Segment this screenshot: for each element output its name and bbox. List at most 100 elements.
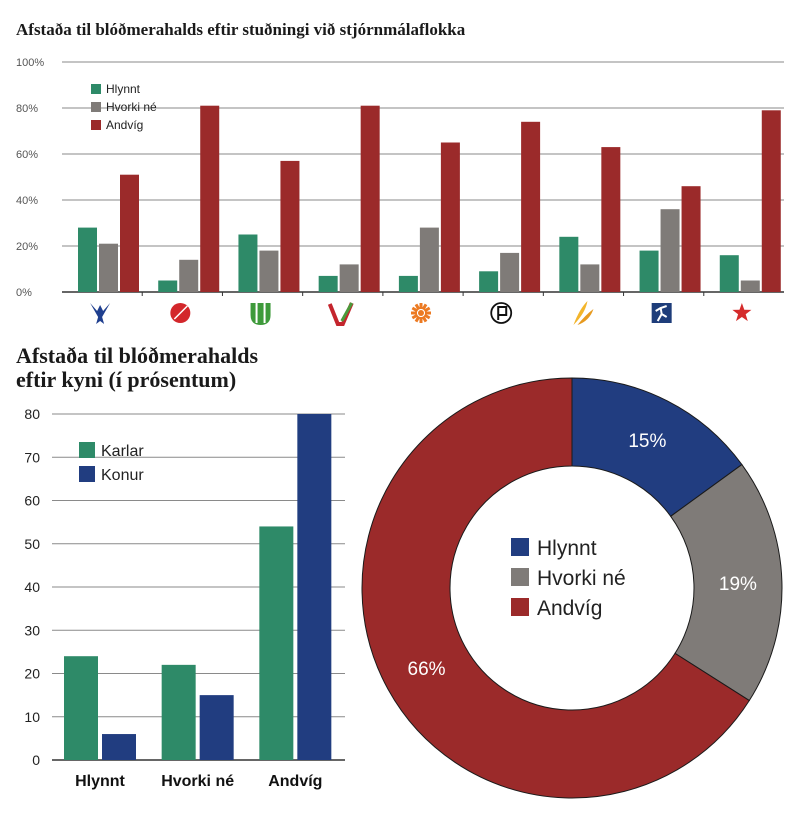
legend-swatch <box>511 598 529 616</box>
legend-label: Hlynnt <box>106 82 141 96</box>
y-tick-label: 80 <box>24 406 40 422</box>
bar-hvorki-né <box>99 243 118 292</box>
bar-andvíg <box>280 160 300 292</box>
sun-ray <box>411 313 419 320</box>
y-tick-label: 60% <box>16 149 38 161</box>
bar-karlar <box>259 526 294 760</box>
y-tick-label: 70 <box>24 449 40 465</box>
red-circle-icon <box>170 303 191 323</box>
red-star-icon <box>732 303 752 322</box>
sun-ray <box>421 303 428 311</box>
bar-hvorki-né <box>740 280 760 292</box>
legend-swatch <box>91 120 101 130</box>
legend-swatch <box>79 442 95 458</box>
donut-slice-andvíg <box>361 377 751 799</box>
y-tick-label: 20% <box>16 241 38 253</box>
bar-karlar <box>64 656 98 760</box>
bar-hvorki-né <box>339 264 359 292</box>
y-tick-label: 60 <box>24 493 40 509</box>
bar-hlynnt <box>479 271 499 292</box>
bar-konur <box>199 695 234 760</box>
sun-ray <box>421 315 428 323</box>
slice-label: 15% <box>628 431 666 452</box>
sun-core <box>418 310 424 316</box>
bar-andvíg <box>521 121 541 292</box>
falcon-shape <box>90 303 111 324</box>
yellow-leaf-a <box>573 301 588 325</box>
bar-konur <box>297 414 332 760</box>
bar-andvíg <box>200 105 220 292</box>
bar-konur <box>102 734 136 760</box>
legend-label: Konur <box>101 467 144 484</box>
orange-sun-icon <box>411 303 431 323</box>
bar-hlynnt <box>639 250 659 292</box>
bar-hvorki-né <box>259 250 279 292</box>
yellow-leaf-b <box>577 309 594 325</box>
bar-hvorki-né <box>179 259 199 292</box>
y-tick-label: 0% <box>16 287 32 299</box>
bar-hlynnt <box>158 280 178 292</box>
legend-swatch <box>511 538 529 556</box>
bar-hvorki-né <box>580 264 600 292</box>
bar-andvíg <box>681 186 701 292</box>
bar-andvíg <box>761 110 781 292</box>
pirate-ring <box>490 302 513 324</box>
legend-label: Andvíg <box>106 118 143 132</box>
green-leaf-lines <box>255 303 266 323</box>
legend-swatch <box>91 84 101 94</box>
legend-label: Hlynnt <box>537 537 597 560</box>
bar-hlynnt <box>78 227 97 292</box>
legend-label: Hvorki né <box>537 567 626 590</box>
bar-hlynnt <box>318 275 338 292</box>
sun-ray <box>411 306 419 313</box>
bar-andvíg <box>120 174 139 292</box>
pirate-flag-shape <box>497 306 508 320</box>
y-tick-label: 80% <box>16 103 38 115</box>
y-tick-label: 40 <box>24 579 40 595</box>
bar-hlynnt <box>398 275 418 292</box>
gender-bar-chart: 80 70 60 50 40 30 20 10 0 Hlynnt Hvorki né Andvíg Ka… <box>24 406 345 790</box>
y-tick-label: 0 <box>32 752 40 768</box>
slice-label: 66% <box>408 659 446 680</box>
x-tick-label: Hlynnt <box>75 773 125 790</box>
sun-ray <box>414 315 421 323</box>
bar-hvorki-né <box>500 252 520 292</box>
legend-label: Hvorki né <box>106 100 157 114</box>
bar-hlynnt <box>238 234 258 292</box>
gender-chart-title: Afstaða til blóðmerahalds eftir kyni (í … <box>16 344 258 392</box>
legend-label: Andvíg <box>537 597 602 620</box>
bar-karlar <box>161 664 196 760</box>
bar-hlynnt <box>559 236 579 292</box>
legend-swatch <box>79 466 95 482</box>
y-tick-label: 100% <box>16 57 44 69</box>
blue-runner-icon <box>651 303 672 323</box>
yellow-leaves-icon <box>573 301 594 325</box>
bar-andvíg <box>440 142 460 292</box>
red-star-shape <box>732 303 752 322</box>
y-tick-label: 40% <box>16 195 38 207</box>
legend-swatch <box>511 568 529 586</box>
x-tick-label: Andvíg <box>268 773 322 790</box>
gender-chart-title-line-2: eftir kyni (í prósentum) <box>16 367 237 392</box>
donut-slice-hvorki-né <box>670 463 783 702</box>
pirate-flag-icon <box>490 302 513 324</box>
bar-andvíg <box>360 105 380 292</box>
party-bar-chart: 100% 80% 60% 40% 20% 0% Hlynnt Hvorki né Andvíg <box>16 57 784 326</box>
bar-hlynnt <box>719 255 739 292</box>
legend-label: Karlar <box>101 443 144 460</box>
bar-andvíg <box>601 147 621 292</box>
slice-label: 19% <box>719 574 757 595</box>
bar-hvorki-né <box>660 209 680 292</box>
sun-ray <box>423 313 431 320</box>
y-tick-label: 20 <box>24 666 40 682</box>
v-green-stroke <box>340 302 354 322</box>
v-check-icon <box>327 302 354 326</box>
runner-figure <box>655 305 668 322</box>
party-chart-title: Afstaða til blóðmerahalds eftir stuðning… <box>16 20 466 39</box>
green-leaf-icon <box>250 303 271 325</box>
gender-chart-title-line-1: Afstaða til blóðmerahalds <box>16 343 258 368</box>
sun-ray <box>423 306 431 313</box>
x-tick-label: Hvorki né <box>161 773 234 790</box>
legend-swatch <box>91 102 101 112</box>
